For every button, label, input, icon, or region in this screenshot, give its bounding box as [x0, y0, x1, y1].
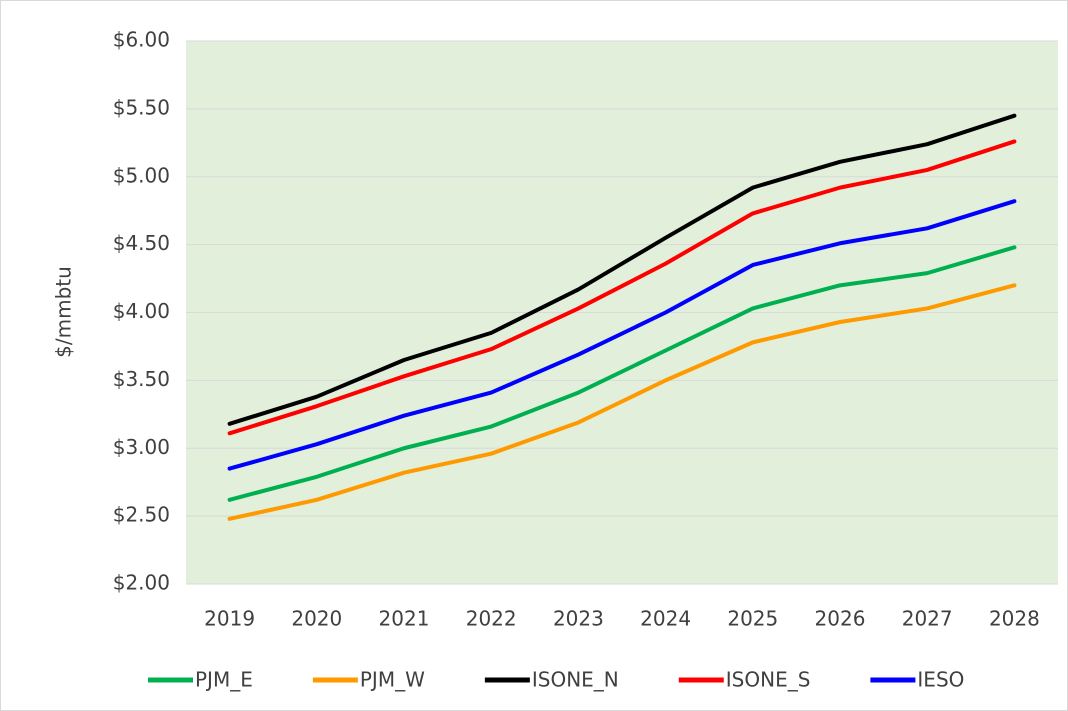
- y-tick-label: $5.00: [113, 163, 170, 187]
- x-tick-label: 2020: [291, 607, 342, 631]
- x-tick-label: 2025: [727, 607, 778, 631]
- legend-label: ISONE_S: [726, 668, 811, 692]
- y-tick-label: $6.00: [113, 28, 170, 52]
- y-tick-label: $5.50: [113, 95, 170, 119]
- series-line: [227, 245, 1017, 502]
- x-tick-label: 2027: [902, 607, 953, 631]
- x-tick-label: 2028: [989, 607, 1040, 631]
- x-tick-label: 2022: [466, 607, 517, 631]
- series-line: [227, 283, 1017, 521]
- y-tick-label: $2.50: [113, 503, 170, 527]
- series-line: [227, 199, 1017, 471]
- x-tick-label: 2021: [379, 607, 430, 631]
- y-tick-label: $3.50: [113, 367, 170, 391]
- x-tick-label: 2023: [553, 607, 604, 631]
- legend-label: PJM_E: [195, 668, 253, 692]
- y-tick-label: $3.00: [113, 435, 170, 459]
- x-tick-label: 2019: [204, 607, 255, 631]
- legend-label: IESO: [917, 668, 964, 692]
- y-tick-label: $4.00: [113, 299, 170, 323]
- x-tick-label: 2026: [815, 607, 866, 631]
- y-tick-label: $4.50: [113, 231, 170, 255]
- legend-label: ISONE_N: [532, 668, 619, 692]
- legend-label: PJM_W: [360, 668, 425, 692]
- y-axis-label: $/mmbtu: [52, 266, 76, 358]
- series-line: [227, 139, 1017, 436]
- y-tick-label: $2.00: [113, 571, 170, 595]
- series-line: [227, 113, 1017, 426]
- x-tick-label: 2024: [640, 607, 691, 631]
